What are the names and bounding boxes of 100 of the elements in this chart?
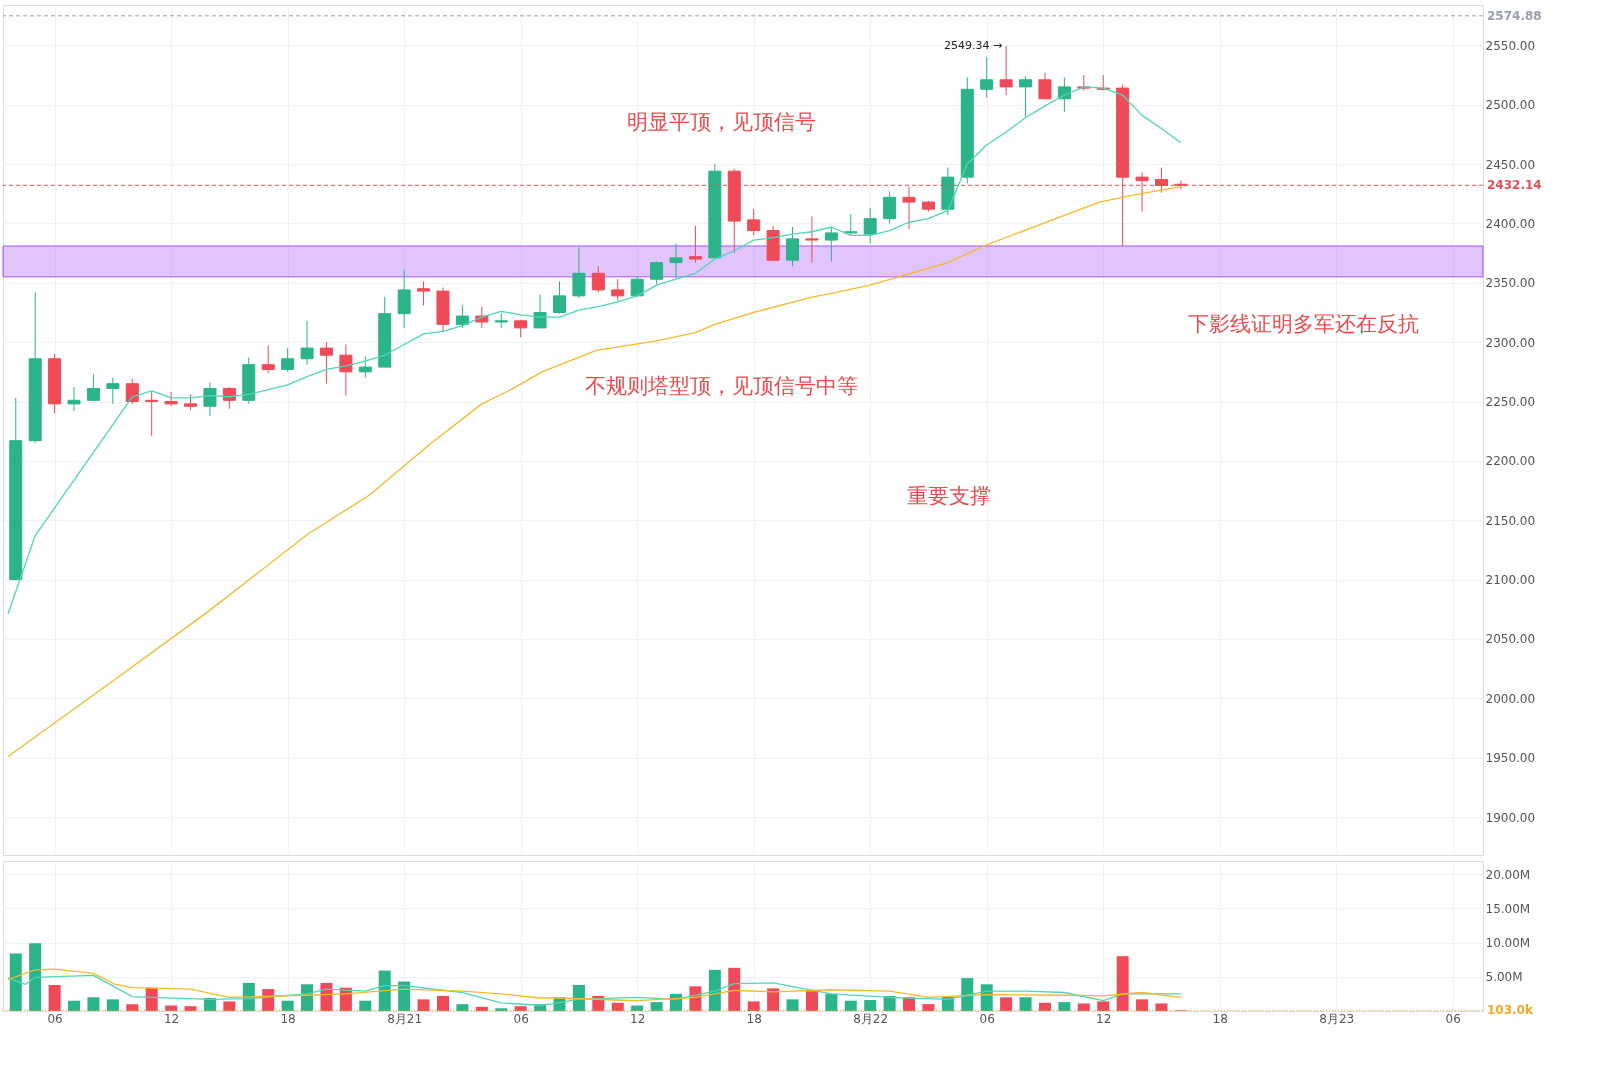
bar <box>456 1004 469 1011</box>
bar <box>203 997 216 1011</box>
candlestick <box>669 243 683 279</box>
bar <box>747 1001 760 1011</box>
annotation: 不规则塔型顶，见顶信号中等 <box>584 374 858 398</box>
bar <box>708 969 721 1011</box>
bar <box>922 1004 935 1011</box>
candlestick <box>863 207 877 245</box>
x-tick-label: 12 <box>1096 1011 1112 1026</box>
bar <box>475 1006 488 1011</box>
bar <box>572 984 585 1011</box>
x-tick-label: 18 <box>280 1011 296 1026</box>
x-tick-label: 06 <box>1445 1011 1461 1026</box>
candlestick <box>164 391 178 407</box>
bar <box>786 999 799 1011</box>
candlestick <box>533 294 547 329</box>
bar <box>68 1000 81 1011</box>
candlestick <box>591 265 605 293</box>
y-tick-label: 10.00M <box>1485 936 1531 951</box>
y-tick-label: 2150.00 <box>1485 513 1536 528</box>
bar <box>1019 997 1032 1011</box>
bar <box>728 967 741 1011</box>
bar <box>1136 999 1149 1011</box>
y-tick-label: 1950.00 <box>1485 751 1536 766</box>
x-tick-label: 8月21 <box>387 1011 423 1026</box>
y-tick-label: 2300.00 <box>1485 335 1536 350</box>
bar <box>184 1006 197 1011</box>
bar <box>378 970 391 1011</box>
bar <box>1116 956 1129 1011</box>
candlestick <box>688 225 702 264</box>
bar <box>1097 1001 1110 1011</box>
candlestick <box>222 386 236 410</box>
candlestick <box>805 215 819 264</box>
bar <box>281 1000 294 1011</box>
bar <box>1000 997 1013 1011</box>
candlestick <box>358 355 372 379</box>
candlestick <box>883 190 897 224</box>
y-tick-label: 2350.00 <box>1485 276 1536 291</box>
bar <box>417 999 430 1011</box>
candlestick <box>339 344 353 397</box>
candlestick <box>203 382 217 417</box>
candlestick <box>319 341 333 385</box>
candlestick <box>145 391 159 437</box>
bar <box>825 993 838 1011</box>
y-tick-label: 2050.00 <box>1485 632 1536 647</box>
y-tick-label: 2550.00 <box>1485 38 1536 53</box>
x-tick-label: 8月23 <box>1319 1011 1355 1026</box>
candlestick <box>86 373 100 401</box>
x-tick-label: 18 <box>1212 1011 1228 1026</box>
x-tick-label: 8月22 <box>853 1011 889 1026</box>
candlestick <box>455 304 469 329</box>
x-tick-label: 06 <box>513 1011 529 1026</box>
candlestick <box>786 226 800 267</box>
y-tick-label: 20.00M <box>1485 867 1531 882</box>
candlestick <box>417 281 431 306</box>
bar <box>844 1000 857 1011</box>
bar <box>87 997 100 1011</box>
candlestick <box>824 226 838 262</box>
bar <box>1155 1003 1168 1011</box>
bar <box>320 982 333 1011</box>
candlestick <box>611 278 625 302</box>
bar <box>767 988 780 1011</box>
y-tick-label: 2100.00 <box>1485 573 1536 588</box>
y-tick-label: 2000.00 <box>1485 691 1536 706</box>
bar <box>514 1006 527 1011</box>
bar <box>611 1002 624 1011</box>
candlestick <box>980 56 994 99</box>
bar <box>864 1000 877 1011</box>
candlestick <box>1019 75 1033 118</box>
annotation: 下影线证明多军还在反抗 <box>1187 312 1419 336</box>
candlestick <box>125 378 139 405</box>
bar <box>961 978 974 1011</box>
bar <box>436 995 449 1011</box>
candlestick <box>261 345 275 374</box>
bar <box>106 999 119 1011</box>
x-tick-label: 06 <box>47 1011 63 1026</box>
bar <box>9 953 22 1011</box>
bar <box>359 1000 372 1011</box>
y-tick-label: 2400.00 <box>1485 216 1536 231</box>
bar <box>805 991 818 1011</box>
annotation: 明显平顶，见顶信号 <box>626 110 816 134</box>
y-tick-label: 2450.00 <box>1485 157 1536 172</box>
x-tick-label: 06 <box>979 1011 995 1026</box>
x-tick-label: 18 <box>746 1011 762 1026</box>
bar <box>1077 1003 1090 1011</box>
candlestick <box>552 281 566 315</box>
y-tick-label: 1900.00 <box>1485 810 1536 825</box>
y-tick-label: 2250.00 <box>1485 395 1536 410</box>
bar <box>1038 1002 1051 1011</box>
ref-line-label: 103.0k <box>1487 1003 1534 1018</box>
bar <box>223 1001 236 1011</box>
x-tick-label: 12 <box>630 1011 646 1026</box>
candlestick <box>1057 76 1071 113</box>
candlestick <box>67 386 81 412</box>
candlestick <box>300 320 314 366</box>
bar <box>29 943 42 1011</box>
ref-line-label: 2574.88 <box>1487 8 1542 23</box>
candlestick <box>747 208 761 236</box>
candlestick <box>650 260 664 285</box>
candlestick <box>281 347 295 373</box>
